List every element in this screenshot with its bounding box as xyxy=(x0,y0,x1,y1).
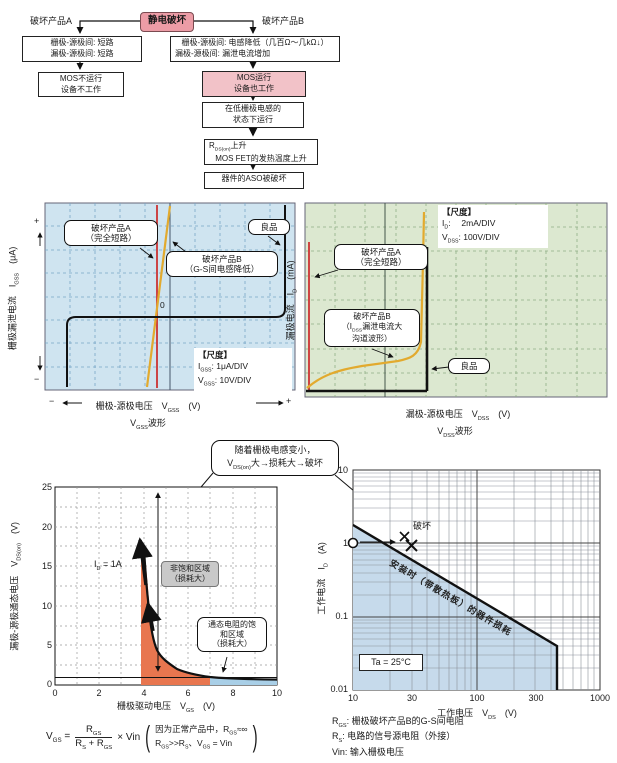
trace-good-gss xyxy=(66,205,286,387)
formula-mult: × Vin xyxy=(117,732,141,744)
callout-gate-impedance: 随着栅极电感变小， VDS(on)大→损耗大→破坏 xyxy=(211,440,339,476)
damage-label: 破坏 xyxy=(413,521,432,531)
gss-bubble-product-b: 破坏产品B （G-S间电感降低） xyxy=(166,251,278,278)
legend-rs: RS: 电路的信号源电阻（外接） xyxy=(332,731,456,745)
formula-lhs: VGS = xyxy=(46,731,71,745)
flowchart-box-b3: 在低栅极电感的 状态下运行 xyxy=(202,102,304,128)
dss-bubble-product-a: 破坏产品A （完全短路） xyxy=(334,244,428,271)
damage-mark-2 xyxy=(405,539,418,552)
unsaturated-region-label: 非饱和区域 （损耗大） xyxy=(161,561,219,587)
soa-y-tick-0p01: 0.01 xyxy=(330,684,348,694)
soa-y-axis-label: 工作电流 ID (A) xyxy=(316,542,330,615)
region-unsaturated xyxy=(141,550,210,685)
gss-x-plus: + xyxy=(286,396,292,406)
vgs-y-tick-10: 10 xyxy=(41,601,52,611)
dss-x-axis-label: 漏极-源极电压 VDSS (V) xyxy=(405,409,511,422)
soa-y-tick-0p1: 0.1 xyxy=(335,611,348,621)
dss-bubble-good: 良品 xyxy=(448,358,490,375)
gss-waveform-label: VGSS波形 xyxy=(130,418,166,431)
soa-limit-line xyxy=(352,523,559,690)
vgs-x-tick-2: 2 xyxy=(96,688,102,698)
vgs-x-tick-8: 8 xyxy=(230,688,236,698)
operating-point-marker xyxy=(347,537,359,549)
flowchart-root-esd: 静电破坏 xyxy=(140,12,194,32)
gss-y-axis-label: 栅极漏泄电流 IGSS (μA) xyxy=(7,246,21,351)
formula-paren-left: ( xyxy=(145,720,151,755)
gss-scale-box: 【尺度】 IGSS: 1μA/DIV VGSS: 10V/DIV xyxy=(194,348,292,392)
flowchart-box-a1: 栅极-源极间: 短路 漏极-源极间: 短路 xyxy=(22,36,142,62)
symbol-legend: RGS: 栅极破坏产品B的G-S间电阻 RS: 电路的信号源电阻（外接） Vin… xyxy=(332,715,464,760)
flowchart-box-b1: 栅极-源极间: 电感降低（几百Ω～几kΩ↓） 漏极-源极间: 漏泄电流增加 xyxy=(170,36,340,62)
vgs-x-tick-10: 10 xyxy=(271,688,282,698)
formula-fraction: RGS RS + RGS xyxy=(75,724,113,752)
id-condition-label: ID = 1A xyxy=(94,559,122,572)
vgs-y-tick-15: 15 xyxy=(41,561,52,571)
trace-product-b-gss xyxy=(145,205,172,388)
vgs-y-tick-25: 25 xyxy=(41,482,52,492)
soa-safe-region xyxy=(353,525,557,690)
ta-condition-box: Ta = 25°C xyxy=(359,654,423,671)
soa-y-tick-1: 1 xyxy=(342,538,348,548)
gss-bubble-product-a: 破坏产品A （完全短路） xyxy=(64,220,158,247)
soa-x-axis-label: 工作电压 VDS (V) xyxy=(437,708,517,721)
vgs-y-tick-5: 5 xyxy=(46,640,52,650)
vgs-y-tick-0: 0 xyxy=(46,679,52,689)
gss-y-minus: − xyxy=(34,374,40,384)
saturated-region-label: 通态电阻的饱 和区域 （损耗大） xyxy=(197,617,267,652)
trace-good-dss xyxy=(306,247,429,393)
vgs-y-axis-label: 漏极-源极通态电压 VDS(on) (V) xyxy=(9,522,23,651)
vgs-x-axis-label: 栅极驱动电压 VGS (V) xyxy=(116,701,216,714)
legend-rgs: RGS: 栅极破坏产品B的G-S间电阻 xyxy=(332,716,464,729)
soa-chart-plot xyxy=(347,469,601,691)
gss-x-minus: − xyxy=(49,396,55,406)
gss-bubble-good: 良品 xyxy=(248,219,290,236)
flowchart-box-b4: RDS(on)上升 MOS FET的发热温度上升 xyxy=(204,139,318,165)
dss-bubble-product-b: 破坏产品B （IDSS漏泄电流大 沟道波形） xyxy=(324,309,420,347)
flowchart-box-a2: MOS不运行 设备不工作 xyxy=(38,72,124,97)
legend-vin: Vin: 输入栅极电压 xyxy=(332,746,404,757)
branch-a-label: 破坏产品A xyxy=(30,16,73,26)
vgs-formula: VGS = RGS RS + RGS × Vin ( 因为正常产品中，RGS≈∞… xyxy=(46,720,258,755)
gss-zero-label: 0 xyxy=(160,300,165,310)
soa-x-tick-100: 100 xyxy=(469,693,485,703)
flowchart-box-b2: MOS运行 设备也工作 xyxy=(202,71,306,97)
trace-product-b-dss xyxy=(306,211,426,389)
damage-mark-1 xyxy=(399,531,410,542)
formula-note: 因为正常产品中，RGS≈∞ RGS>>RS、VGS = Vin xyxy=(155,724,248,751)
formula-paren-right: ) xyxy=(252,720,258,755)
dss-scale-box: 【尺度】 ID: 2mA/DIV VDSS: 100V/DIV xyxy=(438,205,548,249)
flowchart-connectors xyxy=(76,20,259,171)
gss-y-plus: + xyxy=(34,216,40,226)
flowchart-box-b5: 器件的ASO被破坏 xyxy=(204,172,304,189)
vgs-y-tick-20: 20 xyxy=(41,522,52,532)
soa-x-tick-30: 30 xyxy=(406,693,417,703)
vgs-x-tick-4: 4 xyxy=(141,688,147,698)
vgs-x-tick-6: 6 xyxy=(185,688,191,698)
dss-y-axis-label: 漏极电流 ID (mA) xyxy=(285,260,299,341)
soa-x-tick-300: 300 xyxy=(528,693,544,703)
gss-x-axis-label: 栅极-源极电压 VGSS (V) xyxy=(95,401,201,414)
soa-x-tick-1000: 1000 xyxy=(589,693,611,703)
vgs-x-tick-0: 0 xyxy=(52,688,58,698)
dss-waveform-label: VDSS波形 xyxy=(437,426,473,439)
soa-y-tick-10: 10 xyxy=(337,465,348,475)
soa-x-tick-10: 10 xyxy=(347,693,358,703)
branch-b-label: 破坏产品B xyxy=(262,16,305,26)
